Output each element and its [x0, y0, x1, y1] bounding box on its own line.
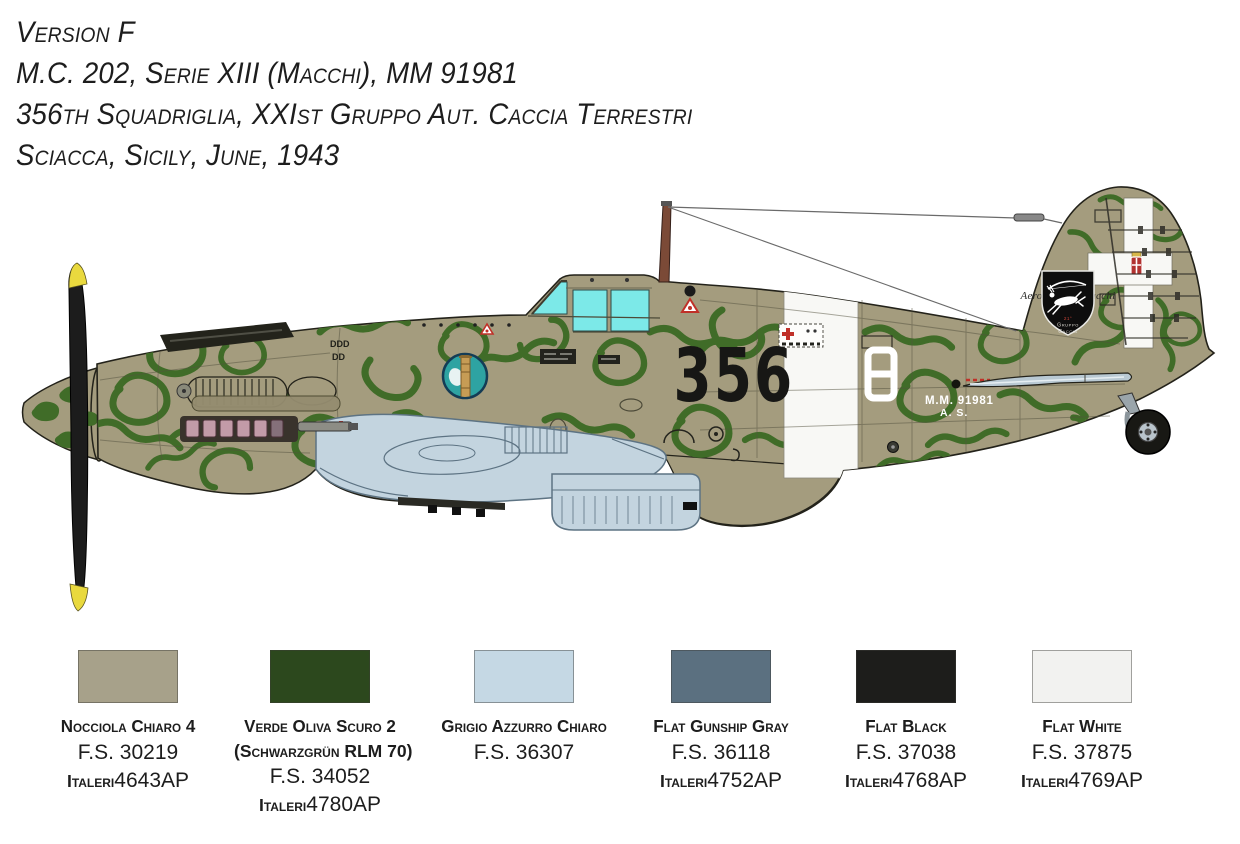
canopy-glass-front [572, 289, 608, 332]
serial-number: M.M. 91981 [925, 395, 994, 407]
wing-trailing-edge [398, 497, 505, 510]
tail-wheel [1117, 392, 1171, 455]
italeri-code: Italeri4768AP [820, 767, 992, 795]
code-value: 4752AP [707, 769, 783, 792]
paint-name: Flat Black [865, 716, 947, 736]
paint-legend: Nocciola Chiaro 4 F.S. 30219 Italeri4643… [0, 650, 1240, 840]
code-value: 4769AP [1068, 769, 1144, 792]
emblem-line1: 21° [1064, 316, 1072, 321]
propeller-blade [68, 262, 89, 612]
fuel-filler-dot [684, 285, 696, 297]
wing-gun-barrel [297, 421, 353, 432]
paint-column-flat-white: Flat White F.S. 37875 Italeri4769AP [996, 650, 1168, 795]
color-swatch [474, 650, 574, 703]
canopy-glass-rear [610, 289, 650, 332]
paint-column-flat-black: Flat Black F.S. 37038 Italeri4768AP [820, 650, 992, 795]
paint-subname: (Schwarzgrün RLM 70) [234, 741, 413, 761]
exhaust-stubs [180, 416, 298, 442]
paint-column-gunship-gray: Flat Gunship Gray F.S. 36118 Italeri4752… [635, 650, 807, 795]
radiator-bath [551, 473, 701, 531]
antenna-mast [658, 201, 672, 283]
italeri-code: Italeri4752AP [635, 767, 807, 795]
fs-code: F.S. 36118 [671, 741, 771, 764]
horizontal-stabilizer [962, 372, 1133, 388]
vent-stencil-2: DD [332, 352, 345, 362]
paint-name: Grigio Azzurro Chiaro [441, 716, 607, 736]
gun-trough [191, 395, 341, 412]
first-aid-hatch [778, 323, 824, 348]
paint-name: Verde Oliva Scuro 2 [244, 716, 396, 736]
paint-name: Nocciola Chiaro 4 [60, 716, 196, 736]
color-swatch [671, 650, 771, 703]
paint-column-grigio: Grigio Azzurro Chiaro F.S. 36307 [438, 650, 610, 767]
warning-markings [479, 285, 700, 335]
emblem-line3: Caccia [1058, 329, 1078, 335]
gruppo-shield-emblem: 21° Gruppo Caccia [1041, 270, 1095, 336]
fs-code: F.S. 37875 [1031, 741, 1133, 764]
color-swatch [1032, 650, 1132, 703]
fuselage-code: 356 [674, 334, 795, 419]
cockpit-canopy [527, 278, 661, 333]
propeller-tip-bottom [69, 583, 89, 612]
fs-code: F.S. 34052 [269, 765, 371, 788]
code-value: 4780AP [306, 793, 382, 816]
emblem-line2: Gruppo [1057, 323, 1079, 329]
paint-name: Flat Gunship Gray [653, 716, 789, 736]
version-line: Version F [16, 16, 135, 49]
warning-triangle-2 [479, 322, 495, 335]
brand-label: Italeri [258, 795, 307, 815]
warning-triangle-1 [680, 297, 700, 313]
brand-label: Italeri [844, 771, 893, 791]
brand-label: Italeri [1020, 771, 1069, 791]
code-value: 4768AP [892, 769, 968, 792]
color-swatch [856, 650, 956, 703]
paint-name: Flat White [1042, 716, 1122, 736]
paint-column-nocciola: Nocciola Chiaro 4 F.S. 30219 Italeri4643… [42, 650, 214, 795]
squadriglia-roundel [441, 352, 489, 400]
svg-text:356: 356 [674, 334, 795, 419]
italeri-code: Italeri4769AP [996, 767, 1168, 795]
antenna-turnbuckle [1013, 213, 1045, 222]
brand-label: Italeri [66, 771, 115, 791]
serial-suffix: A. S. [940, 407, 968, 419]
italeri-code: Italeri4780AP [234, 791, 406, 819]
scheme-header: Version F M.C. 202, Serie XIII (Macchi),… [16, 12, 751, 176]
exhaust-highlight [169, 329, 283, 342]
exhaust-slot [160, 322, 294, 352]
italeri-code: Italeri4643AP [42, 767, 214, 795]
unit-line: 356th Squadriglia, XXIst Gruppo Aut. Cac… [16, 98, 693, 131]
white-theatre-band [783, 257, 859, 479]
vent-stencil-1: DDD [330, 339, 350, 349]
aircraft-line: M.C. 202, Serie XIII (Macchi), MM 91981 [16, 57, 518, 90]
fs-code: F.S. 36307 [473, 741, 575, 764]
color-swatch [270, 650, 370, 703]
band-letter [864, 346, 898, 402]
gazelle-and-bow [1046, 280, 1087, 315]
paint-column-verde: Verde Oliva Scuro 2 (Schwarzgrün RLM 70)… [234, 650, 413, 819]
location-line: Sciacca, Sicily, June, 1943 [16, 139, 340, 172]
code-value: 4643AP [114, 769, 190, 792]
propeller-spinner [21, 366, 108, 462]
fs-code: F.S. 30219 [77, 741, 179, 764]
propeller-tip-top [68, 262, 88, 289]
fs-code: F.S. 37038 [855, 741, 957, 764]
rudder-rib-details [1094, 197, 1199, 346]
small-stencils: DDD DD [330, 323, 990, 462]
savoy-crest [1130, 251, 1143, 276]
brand-label: Italeri [659, 771, 708, 791]
color-swatch [78, 650, 178, 703]
antenna-wires [667, 206, 1063, 332]
